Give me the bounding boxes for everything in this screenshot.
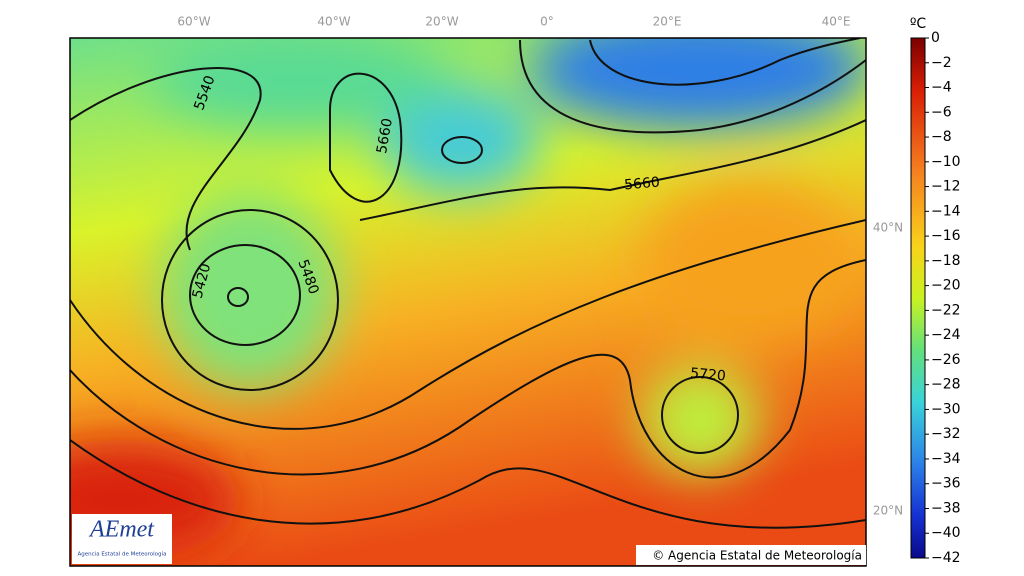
map-area [70, 38, 866, 566]
colorbar-tick-label: −10 [931, 154, 961, 170]
contour-label: 5660 [374, 117, 396, 155]
colorbar-tick-label: −8 [931, 129, 952, 145]
colorbar [910, 37, 926, 559]
copyright-box [636, 545, 866, 565]
longitude-label: 60°W [177, 15, 210, 29]
colorbar-tick-label: 0 [931, 30, 940, 46]
colorbar-tick-label: −30 [931, 401, 961, 417]
contour-label: 5720 [690, 365, 727, 384]
colorbar-tick-label: −12 [931, 179, 961, 195]
colorbar-tick-label: −14 [931, 203, 961, 219]
colorbar-tick-label: −16 [931, 228, 961, 244]
colorbar-tick-label: −18 [931, 253, 961, 269]
graticule-labels: 60°W 40°W 20°W 0° 20°E 40°E 40°N 20°N [177, 15, 903, 518]
colorbar-tick-label: −20 [931, 278, 961, 294]
logo-box [72, 514, 172, 564]
longitude-label: 40°W [317, 15, 350, 29]
colorbar-unit: ºC [910, 16, 927, 32]
map-frame [69, 37, 867, 567]
colorbar-tick-label: −36 [931, 476, 961, 492]
colorbar-tick-label: −32 [931, 426, 961, 442]
latitude-label: 20°N [873, 504, 903, 518]
colorbar-ticks: 0 −2 −4 −6 −8 −10 −12 −14 −16 −18 −20 −22 −24 −26 −28 −… [925, 30, 961, 566]
colorbar-tick-label: −38 [931, 500, 961, 516]
colorbar-tick-label: −34 [931, 451, 961, 467]
colorbar-tick-label: −42 [931, 550, 961, 566]
colorbar-tick-label: −40 [931, 525, 961, 541]
latitude-label: 40°N [873, 221, 903, 235]
contour-label: 5660 [624, 174, 661, 193]
colorbar-tick-label: −26 [931, 352, 961, 368]
colorbar-tick-label: −2 [931, 55, 952, 71]
colorbar-tick-label: −6 [931, 104, 952, 120]
copyright: © Agencia Estatal de Meteorología [652, 549, 862, 563]
colorbar-tick-label: −24 [931, 327, 961, 343]
logo: AEmet [88, 517, 155, 543]
logo-caption: Agencia Estatal de Meteorología [78, 551, 167, 558]
colorbar-tick-label: −4 [931, 80, 952, 96]
longitude-label: 40°E [822, 15, 851, 29]
longitude-label: 20°W [425, 15, 458, 29]
longitude-label: 20°E [653, 15, 682, 29]
colorbar-tick-label: −22 [931, 302, 961, 318]
colorbar-tick-label: −28 [931, 377, 961, 393]
longitude-label: 0° [540, 15, 554, 29]
